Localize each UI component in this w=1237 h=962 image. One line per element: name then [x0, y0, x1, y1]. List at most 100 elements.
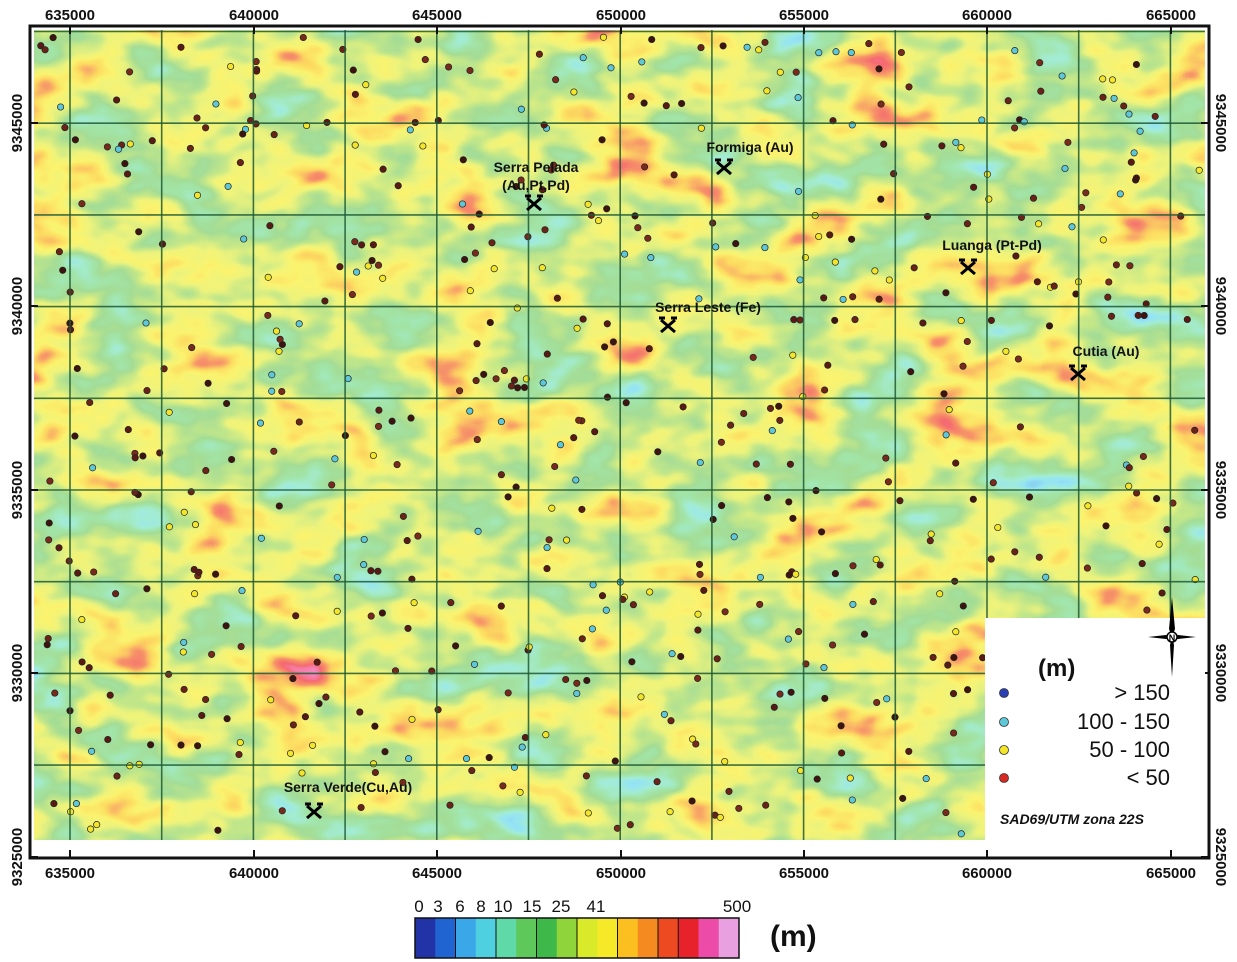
borehole-point [876, 561, 884, 569]
x-tick-label: 650000 [596, 7, 646, 24]
north-label: N [1169, 633, 1176, 643]
borehole-point [51, 689, 59, 697]
x-tick-label: 665000 [1146, 7, 1196, 24]
borehole-point [223, 715, 231, 723]
borehole-point [407, 414, 415, 422]
site-serra-leste: Serra Leste (Fe) [655, 299, 761, 334]
borehole-point [486, 318, 494, 327]
borehole-point [59, 266, 67, 274]
site-label: Cutia (Au) [1073, 343, 1140, 359]
borehole-point [922, 775, 930, 783]
borehole-point [880, 140, 888, 148]
borehole-point [942, 809, 950, 817]
borehole-point [697, 124, 705, 132]
borehole-point [1037, 87, 1045, 95]
borehole-point [794, 94, 802, 102]
mine-icon [659, 316, 677, 334]
borehole-point [662, 102, 670, 110]
borehole-point [543, 565, 551, 573]
borehole-point [712, 243, 720, 251]
borehole-point [1011, 47, 1019, 55]
borehole-point [113, 96, 121, 104]
borehole-point [1050, 282, 1058, 290]
borehole-point [1108, 76, 1117, 84]
borehole-point [275, 502, 283, 510]
borehole-point [126, 68, 134, 76]
legend-background [987, 620, 1205, 838]
site-label: Formiga (Au) [706, 139, 793, 155]
borehole-point [678, 99, 686, 108]
borehole-point [818, 528, 826, 536]
borehole-point [648, 35, 656, 44]
borehole-point [792, 68, 800, 76]
borehole-point [677, 652, 685, 661]
borehole-point [547, 166, 555, 174]
borehole-point [507, 382, 516, 390]
borehole-point [700, 586, 708, 594]
borehole-point [240, 235, 248, 243]
legend-swatch [999, 717, 1009, 727]
borehole-point [228, 455, 236, 464]
borehole-point [374, 261, 383, 269]
borehole-point [180, 638, 188, 646]
borehole-point [1025, 493, 1034, 501]
y-axis-left: 9345000 9340000 9335000 9330000 9325000 [9, 94, 38, 886]
borehole-point [626, 821, 634, 829]
borehole-point [709, 515, 717, 523]
borehole-point [1099, 93, 1107, 101]
borehole-point [1045, 322, 1054, 330]
borehole-point [379, 165, 387, 173]
borehole-point [367, 567, 375, 575]
y-tick-label: 9330000 [1212, 644, 1229, 702]
borehole-point [405, 755, 413, 763]
borehole-point [57, 103, 65, 111]
borehole-point [831, 316, 839, 324]
borehole-point [1104, 293, 1112, 301]
y-axis-right: 9345000 9340000 9335000 9330000 9325000 [1201, 94, 1229, 886]
borehole-point [195, 568, 203, 576]
borehole-point [959, 362, 967, 370]
borehole-point [1143, 606, 1151, 614]
borehole-point [552, 76, 560, 84]
borehole-point [381, 748, 389, 756]
borehole-point [499, 782, 507, 790]
borehole-point [473, 340, 481, 348]
borehole-point [235, 750, 243, 759]
borehole-point [272, 327, 281, 335]
borehole-point [877, 100, 885, 108]
borehole-point [368, 256, 376, 265]
borehole-point [667, 717, 675, 725]
borehole-point [885, 276, 893, 284]
borehole-point [1126, 262, 1134, 270]
legend-swatch [999, 688, 1009, 698]
borehole-point [462, 755, 471, 763]
colorbar-tick: 500 [723, 897, 751, 916]
borehole-point [871, 267, 879, 275]
borehole-point [1004, 97, 1012, 105]
borehole-point [660, 710, 668, 718]
borehole-point [732, 240, 740, 248]
borehole-point [589, 581, 597, 589]
borehole-point [349, 66, 357, 74]
borehole-points [37, 33, 1203, 838]
borehole-point [452, 642, 460, 650]
borehole-point [1125, 464, 1133, 472]
colorbar-swatch [577, 918, 598, 958]
mine-icon [715, 158, 733, 176]
borehole-point [421, 56, 429, 64]
borehole-point [309, 741, 317, 749]
borehole-point [963, 337, 971, 346]
borehole-point [553, 294, 561, 302]
x-tick-label: 655000 [779, 7, 829, 24]
borehole-point [434, 706, 442, 714]
borehole-point [1064, 138, 1072, 146]
borehole-point [204, 379, 212, 387]
borehole-point [813, 775, 821, 783]
borehole-point [336, 263, 344, 271]
borehole-point [556, 441, 565, 449]
legend-unit: (m) [1038, 655, 1075, 682]
borehole-point [696, 570, 704, 578]
borehole-point [970, 183, 978, 191]
borehole-point [815, 49, 823, 57]
borehole-point [821, 386, 829, 394]
